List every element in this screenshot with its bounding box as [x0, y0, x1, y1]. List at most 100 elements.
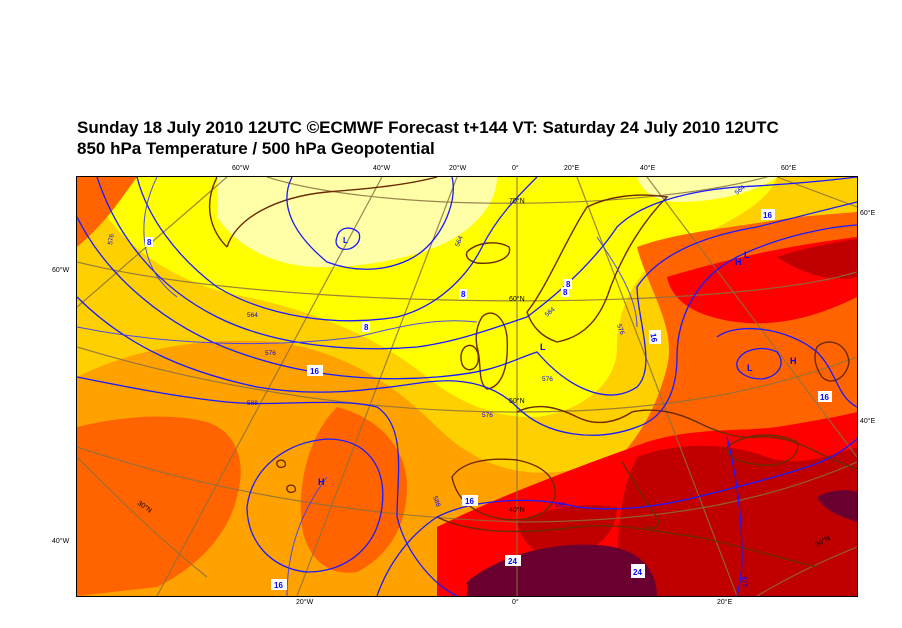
italy-coast — [621, 461, 659, 529]
temperature-label-box: 24 — [631, 564, 645, 578]
geopotential-contour — [77, 224, 857, 436]
greenland-coast — [209, 177, 228, 248]
temperature-band-dark-red — [777, 239, 857, 279]
temperature-label: 24 — [508, 557, 517, 566]
temperature-label-box: 16 — [462, 495, 478, 506]
top-axis-label: 40°W — [373, 165, 391, 172]
temperature-label: 16 — [648, 333, 659, 344]
weather-map: 70°N 60°N 50°N 40°N 30°N 30°N L L L H L … — [76, 176, 858, 597]
iceland-coast — [465, 242, 511, 264]
geopotential-label: 576 — [265, 350, 276, 357]
latitude-label: 50°N — [509, 397, 525, 405]
top-axis-label: 60°W — [232, 165, 250, 172]
parallel-line — [77, 346, 857, 413]
left-axis-label: 40°W — [52, 538, 70, 545]
temperature-contour — [286, 476, 328, 596]
geopotential-contour — [736, 348, 782, 380]
geopotential-label: 588 — [247, 400, 258, 407]
temperature-label: 16 — [820, 393, 829, 402]
temperature-contour — [596, 236, 638, 328]
geopotential-contour — [376, 438, 857, 596]
temperature-label-box: 16 — [307, 365, 323, 376]
temperature-label: 8 — [566, 280, 571, 289]
left-axis-label: 60°W — [52, 267, 70, 274]
greenland-coast — [226, 177, 438, 248]
temperature-band-maroon — [817, 490, 857, 522]
temperature-band-dark-red — [617, 445, 857, 596]
temperature-label: 16 — [310, 367, 319, 376]
europe-coast — [516, 405, 857, 470]
parallel-line — [77, 261, 857, 302]
parallel-line — [266, 177, 768, 204]
bottom-axis-label: 20°E — [717, 599, 733, 606]
geopotential-label: 564 — [454, 235, 464, 248]
temperature-label-box: 8 — [564, 279, 572, 289]
temperature-label: 8 — [461, 290, 466, 299]
geopotential-label: 576 — [740, 576, 749, 588]
geopotential-label: 588 — [555, 502, 566, 509]
temperature-band-dark-orange — [77, 416, 241, 596]
top-axis-label: 20°W — [449, 165, 467, 172]
geopotential-contour — [77, 376, 458, 596]
geopotential-contour — [246, 438, 384, 573]
field-description: 850 hPa Temperature / 500 hPa Geopotenti… — [77, 139, 435, 158]
iberia-coast — [451, 458, 556, 521]
top-axis-label: 60°E — [781, 165, 797, 172]
meridian-line — [156, 177, 383, 596]
island-coast — [276, 459, 287, 469]
temperature-label: 8 — [563, 288, 568, 297]
temperature-label: 8 — [364, 323, 369, 332]
black-sea-coast — [726, 434, 799, 466]
geopotential-label: 576 — [615, 323, 625, 336]
low-pressure-centre: L — [540, 342, 546, 352]
top-axis-label: 20°E — [564, 165, 580, 172]
ireland-coast — [460, 344, 480, 371]
temperature-label: 16 — [763, 211, 772, 220]
geopotential-contour — [77, 201, 857, 396]
high-pressure-centre: H — [318, 477, 325, 487]
latitude-label: 60°N — [509, 295, 525, 303]
temperature-label: 24 — [633, 568, 642, 577]
high-pressure-centre: H — [790, 356, 797, 366]
temperature-contour — [143, 177, 178, 298]
geopotential-contour — [716, 327, 857, 408]
meridian-line — [296, 177, 458, 596]
temperature-contours — [77, 177, 638, 596]
temperature-label-box: 16 — [648, 330, 661, 344]
low-pressure-centre: L — [747, 363, 753, 373]
temperature-label: 8 — [147, 238, 152, 247]
latitude-label: 40°N — [509, 506, 525, 514]
high-pressure-centre: H — [735, 257, 742, 267]
right-axis-label: 40°E — [860, 418, 876, 425]
bottom-axis-label: 20°W — [296, 599, 314, 606]
british-isles-coast — [475, 312, 509, 390]
parallel-line — [77, 446, 857, 523]
meridian-line — [776, 177, 857, 208]
temperature-label-box: 16 — [761, 209, 775, 220]
temperature-band-dark-red — [517, 505, 617, 558]
temperature-label-box: 16 — [271, 579, 287, 590]
temperature-label-box: 24 — [505, 555, 521, 566]
geopotential-label: 576 — [107, 233, 116, 245]
geopotential-contour — [335, 227, 361, 250]
geopotential-label: 564 — [247, 312, 258, 319]
parallel-line — [77, 456, 208, 578]
caspian-coast — [814, 341, 850, 382]
graticule — [77, 177, 857, 596]
forecast-title: Sunday 18 July 2010 12UTC ©ECMWF Forecas… — [77, 118, 779, 137]
right-axis-label: 60°E — [860, 210, 876, 217]
low-pressure-centre: L — [343, 236, 348, 245]
temperature-label-box: 8 — [145, 237, 153, 247]
temperature-label-box: 16 — [818, 391, 832, 402]
coastlines — [209, 177, 857, 568]
scandinavia-coast — [526, 194, 669, 343]
bottom-axis-label: 0° — [512, 599, 519, 606]
top-axis-label: 0° — [512, 165, 519, 172]
island-coast — [286, 484, 297, 494]
geopotential-contour — [136, 177, 538, 322]
latitude-label: 70°N — [509, 197, 525, 205]
temperature-label: 16 — [465, 497, 474, 506]
temperature-band-dark-orange — [77, 177, 137, 247]
geopotential-label: 576 — [542, 376, 553, 383]
temperature-label-box: 8 — [362, 322, 370, 332]
